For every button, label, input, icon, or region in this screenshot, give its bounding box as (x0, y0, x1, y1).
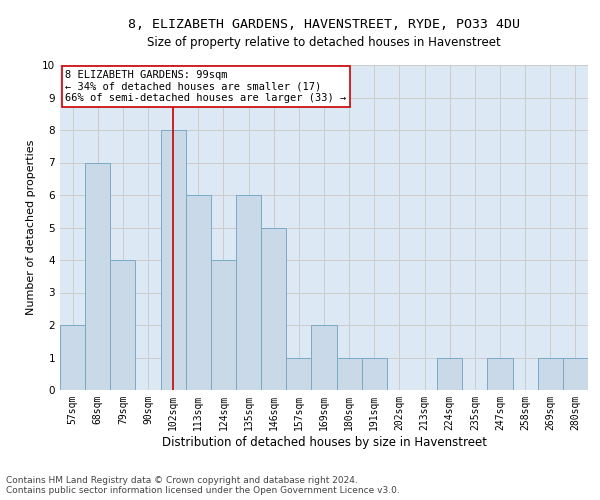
Bar (85, 162, 110, 390)
Text: 8 ELIZABETH GARDENS: 99sqm
← 34% of detached houses are smaller (17)
66% of semi: 8 ELIZABETH GARDENS: 99sqm ← 34% of deta… (65, 70, 347, 103)
X-axis label: Distribution of detached houses by size in Havenstreet: Distribution of detached houses by size … (161, 436, 487, 448)
Bar (211, 260, 236, 390)
Text: Contains HM Land Registry data © Crown copyright and database right 2024.: Contains HM Land Registry data © Crown c… (6, 476, 358, 485)
Bar (60, 325, 85, 390)
Bar (563, 358, 588, 390)
Text: Contains public sector information licensed under the Open Government Licence v3: Contains public sector information licen… (6, 486, 400, 495)
Bar (437, 358, 462, 390)
Bar (337, 358, 362, 390)
Bar (311, 325, 337, 390)
Bar (261, 228, 286, 390)
Text: 8, ELIZABETH GARDENS, HAVENSTREET, RYDE, PO33 4DU: 8, ELIZABETH GARDENS, HAVENSTREET, RYDE,… (128, 18, 520, 30)
Bar (236, 195, 261, 390)
Bar (286, 358, 311, 390)
Text: Size of property relative to detached houses in Havenstreet: Size of property relative to detached ho… (147, 36, 501, 49)
Bar (487, 358, 512, 390)
Y-axis label: Number of detached properties: Number of detached properties (26, 140, 37, 315)
Bar (110, 260, 136, 390)
Bar (161, 130, 186, 390)
Bar (362, 358, 387, 390)
Bar (538, 358, 563, 390)
Bar (186, 195, 211, 390)
